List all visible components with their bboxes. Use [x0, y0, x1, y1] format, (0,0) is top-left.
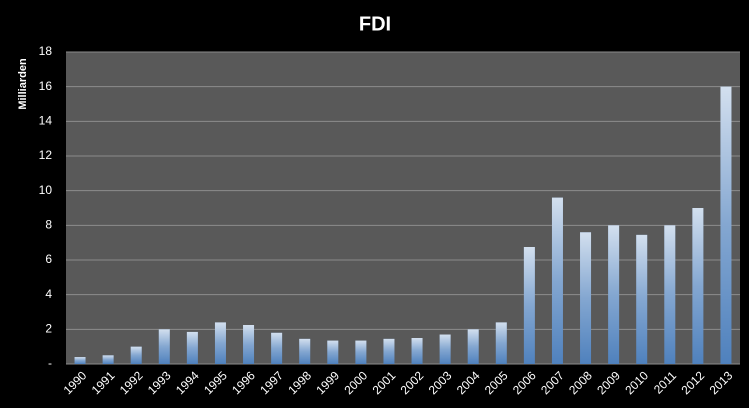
- bar-highlight: [467, 329, 479, 364]
- y-tick-label: 14: [39, 114, 53, 128]
- bar-highlight: [383, 338, 395, 364]
- y-tick-label: 18: [39, 44, 53, 58]
- bar-highlight: [130, 346, 142, 364]
- x-tick-label: 2005: [482, 368, 511, 397]
- x-tick-label: 1991: [89, 368, 118, 397]
- bar-highlight: [158, 329, 170, 364]
- bar-highlight: [664, 225, 676, 364]
- x-tick-label: 1994: [173, 368, 202, 397]
- x-tick-label: 1995: [201, 368, 230, 397]
- x-tick-label: 1999: [313, 368, 342, 397]
- x-tick-label: 2007: [538, 368, 567, 397]
- y-tick-label: 10: [39, 183, 53, 197]
- x-tick-label: 1996: [229, 368, 258, 397]
- bar-highlight: [523, 247, 535, 364]
- bar-highlight: [636, 234, 648, 364]
- y-tick-label: 8: [45, 218, 52, 232]
- x-tick-label: 1990: [61, 368, 90, 397]
- x-tick-label: 2011: [651, 368, 679, 396]
- x-tick-label: 1997: [257, 368, 286, 397]
- bar-highlight: [411, 338, 423, 364]
- x-tick-label: 1998: [285, 368, 314, 397]
- x-tick-label: 2003: [426, 368, 455, 397]
- y-axis-label: Milliarden: [17, 58, 29, 110]
- bar-highlight: [439, 334, 451, 364]
- bar-highlight: [102, 355, 114, 364]
- chart-title: FDI: [359, 13, 391, 35]
- y-tick-label: 4: [45, 287, 52, 301]
- x-tick-label: 2009: [594, 368, 623, 397]
- bar-highlight: [327, 340, 339, 364]
- x-tick-label: 2004: [454, 368, 483, 397]
- x-tick-label: 1992: [117, 368, 146, 397]
- x-tick-label: 2001: [370, 368, 399, 397]
- bar-highlight: [580, 232, 592, 364]
- x-tick-label: 2002: [398, 368, 427, 397]
- bar-highlight: [551, 197, 563, 364]
- x-tick-label: 2010: [622, 368, 651, 397]
- y-tick-label: 2: [45, 322, 52, 336]
- bar-highlight: [271, 332, 283, 364]
- x-tick-label: 1993: [145, 368, 174, 397]
- bar-highlight: [243, 325, 255, 364]
- y-tick-label: 12: [39, 148, 53, 162]
- bar-highlight: [495, 322, 507, 364]
- x-tick-label: 2006: [510, 368, 539, 397]
- x-tick-label: 2013: [707, 368, 736, 397]
- x-tick-label: 2008: [566, 368, 595, 397]
- bar-highlight: [74, 357, 86, 364]
- bar-highlight: [355, 340, 367, 364]
- bar-highlight: [692, 208, 704, 364]
- bar-highlight: [299, 338, 311, 364]
- plot-area: [66, 52, 740, 364]
- y-tick-label: -: [48, 356, 52, 370]
- x-tick-label: 2000: [341, 368, 370, 397]
- bar-highlight: [608, 225, 620, 364]
- bar-highlight: [214, 322, 226, 364]
- y-tick-label: 16: [39, 79, 53, 93]
- x-tick-label: 2012: [678, 368, 707, 397]
- y-tick-label: 6: [45, 252, 52, 266]
- bar-highlight: [720, 86, 732, 365]
- bar-highlight: [186, 331, 198, 364]
